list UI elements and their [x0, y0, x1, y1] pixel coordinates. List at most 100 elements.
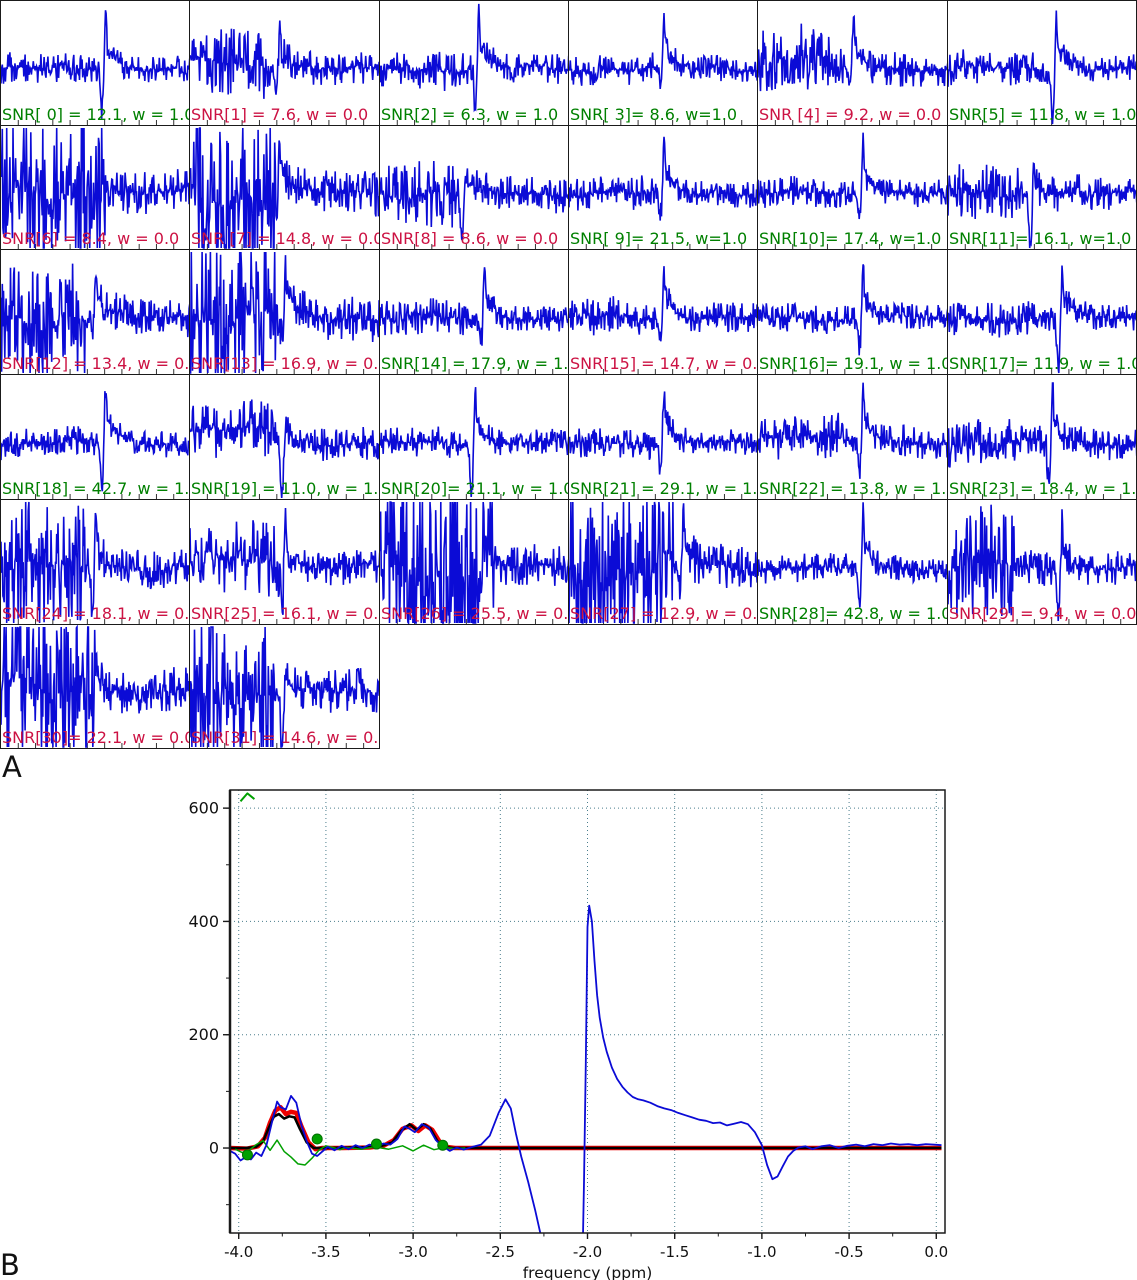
spectrum-waveform: [1, 501, 189, 624]
spectrum-cell-2: SNR[2] = 6.3, w = 1.0: [379, 0, 569, 126]
spectrum-trace: [569, 501, 757, 624]
spectrum-cell-27: SNR[27] = 12.9, w = 0.0: [568, 499, 758, 625]
spectrum-waveform: [380, 387, 568, 499]
snr-label: SNR[11]= 16.1, w=1.0: [949, 229, 1132, 248]
x-tick-label: -4.0: [224, 1243, 253, 1261]
spectrum-cell-9: SNR[ 9]= 21.5, w=1.0: [568, 125, 758, 250]
residual-green-top-clip: [239, 792, 256, 802]
spectrum-waveform: [190, 399, 379, 499]
snr-label: SNR[26] = 25.5, w = 0.0: [381, 604, 569, 623]
spectrum-waveform: [190, 507, 379, 624]
residual-green-dots: [437, 1139, 449, 1151]
spectrum-trace: [1, 625, 189, 748]
spectrum-waveform: [948, 162, 1136, 249]
spectrum-cell-4: SNR [4] = 9.2, w = 0.0: [757, 0, 948, 126]
spectrum-waveform: [948, 382, 1136, 499]
spectrum-waveform: [569, 12, 757, 125]
x-tick-label: 0.0: [924, 1243, 948, 1261]
spectrum-waveform: [948, 10, 1136, 125]
snr-label: SNR[16]= 19.1, w = 1.0: [759, 354, 948, 373]
residual-green-dots: [241, 1149, 253, 1161]
spectrum-cell-30: SNR[30]= 22.1, w = 0.0: [0, 624, 190, 749]
spectrum-waveform: [948, 504, 1136, 624]
spectrum-trace: [758, 264, 947, 356]
x-tick-label: -0.5: [834, 1243, 863, 1261]
snr-label: SNR[23] = 18.4, w = 1.0: [949, 479, 1137, 498]
snr-label: SNR[15] = 14.7, w = 0.0: [570, 354, 758, 373]
spectrum-waveform: [190, 127, 379, 249]
x-tick-label: -3.0: [398, 1243, 427, 1261]
spectrum-trace: [380, 3, 568, 113]
spectrum-cell-19: SNR[19] = 11.0, w = 1.0: [189, 374, 380, 500]
snr-label: SNR[30]= 22.1, w = 0.0: [2, 728, 190, 747]
snr-label: SNR[14] = 17.9, w = 1.0: [381, 354, 569, 373]
spectrum-trace: [569, 12, 757, 89]
spectrum-trace: [380, 501, 568, 624]
spectrum-trace: [380, 387, 568, 497]
spectrum-cell-17: SNR[17]= 11.9, w = 1.0: [947, 249, 1137, 375]
y-tick-label: 400: [188, 912, 219, 931]
spectrum-cell-16: SNR[16]= 19.1, w = 1.0: [757, 249, 948, 375]
spectrum-cell-24: SNR[24] = 18.1, w = 0.0: [0, 499, 190, 625]
spectrum-trace: [1, 10, 189, 119]
x-tick-label: -2.5: [486, 1243, 515, 1261]
snr-label: SNR[17]= 11.9, w = 1.0: [949, 354, 1137, 373]
spectrum-trace: [758, 132, 947, 220]
spectrum-waveform: [380, 267, 568, 374]
spectrum-waveform: [758, 14, 947, 125]
x-tick-label: -2.0: [573, 1243, 602, 1261]
spectrum-cell-31: SNR[31] = 14.6, w = 0.0: [189, 624, 380, 749]
x-tick-label: -1.0: [747, 1243, 776, 1261]
spectrum-trace: [1, 391, 189, 492]
spectrum-trace: [569, 266, 757, 342]
snr-label: SNR[ 9]= 21.5, w=1.0: [570, 229, 748, 248]
spectrum-trace: [1, 263, 189, 374]
snr-label: SNR[24] = 18.1, w = 0.0: [2, 604, 190, 623]
snr-label: SNR[18] = 42.7, w = 1.0: [2, 479, 190, 498]
snr-label: SNR[20]= 21.1, w = 1.0: [381, 479, 569, 498]
spectrum-trace: [758, 382, 947, 479]
spectrum-cell-28: SNR[28]= 42.8, w = 1.0: [757, 499, 948, 625]
snr-label: SNR[21] = 29.1, w = 1.0: [570, 479, 758, 498]
spectrum-waveform: [1, 263, 189, 374]
spectrum-waveform: [569, 391, 757, 499]
spectrum-waveform: [758, 382, 947, 499]
panel-a-grid: SNR[ 0] = 12.1, w = 1.0 SNR[1] = 7.6, w =…: [0, 0, 1137, 749]
snr-label: SNR[19] = 11.0, w = 1.0: [191, 479, 380, 498]
spectrum-waveform: [569, 501, 757, 624]
spectrum-waveform: [1, 127, 189, 249]
spectrum-trace: [948, 265, 1136, 374]
spectrum-waveform: [569, 136, 757, 249]
spectrum-waveform: [1, 625, 189, 748]
spectrum-trace: [190, 399, 379, 499]
spectrum-waveform: [380, 501, 568, 624]
spectrum-cell-25: SNR[25] = 16.1, w = 0.0: [189, 499, 380, 625]
spectrum-trace: [758, 14, 947, 92]
snr-label: SNR[31] = 14.6, w = 0.0: [191, 728, 380, 747]
spectrum-trace: [948, 382, 1136, 484]
spectrum-trace: [758, 502, 947, 608]
snr-label: SNR[25] = 16.1, w = 0.0: [191, 604, 380, 623]
snr-label: SNR[29] = 9.4, w = 0.0: [949, 604, 1137, 623]
snr-label: SNR[27] = 12.9, w = 0.0: [570, 604, 758, 623]
spectrum-cell-1: SNR[1] = 7.6, w = 0.0: [189, 0, 380, 126]
spectrum-cell-11: SNR[11]= 16.1, w=1.0: [947, 125, 1137, 250]
spectrum-cell-0: SNR[ 0] = 12.1, w = 1.0: [0, 0, 190, 126]
spectrum-waveform: [758, 132, 947, 249]
panel-b-label: B: [0, 1248, 20, 1280]
x-axis-label: frequency (ppm): [523, 1264, 653, 1280]
snr-label: SNR[1] = 7.6, w = 0.0: [191, 105, 369, 124]
snr-label: SNR[ 0] = 12.1, w = 1.0: [2, 105, 190, 124]
snr-label: SNR[8] = 8.6, w = 0.0: [381, 229, 559, 248]
spectrum-cell-5: SNR[5] = 11.8, w = 1.0: [947, 0, 1137, 126]
spectrum-trace: [380, 160, 568, 241]
residual-green-dots: [370, 1138, 382, 1150]
residual-green: [234, 1139, 466, 1166]
spectrum-waveform: [948, 265, 1136, 374]
spectrum-cell-20: SNR[20]= 21.1, w = 1.0: [379, 374, 569, 500]
panel-a-label: A: [2, 750, 22, 784]
spectrum-waveform: [1, 10, 189, 125]
spectrum-cell-26: SNR[26] = 25.5, w = 0.0: [379, 499, 569, 625]
spectrum-cell-22: SNR[22] = 13.8, w = 1.0: [757, 374, 948, 500]
spectrum-waveform: [380, 3, 568, 125]
